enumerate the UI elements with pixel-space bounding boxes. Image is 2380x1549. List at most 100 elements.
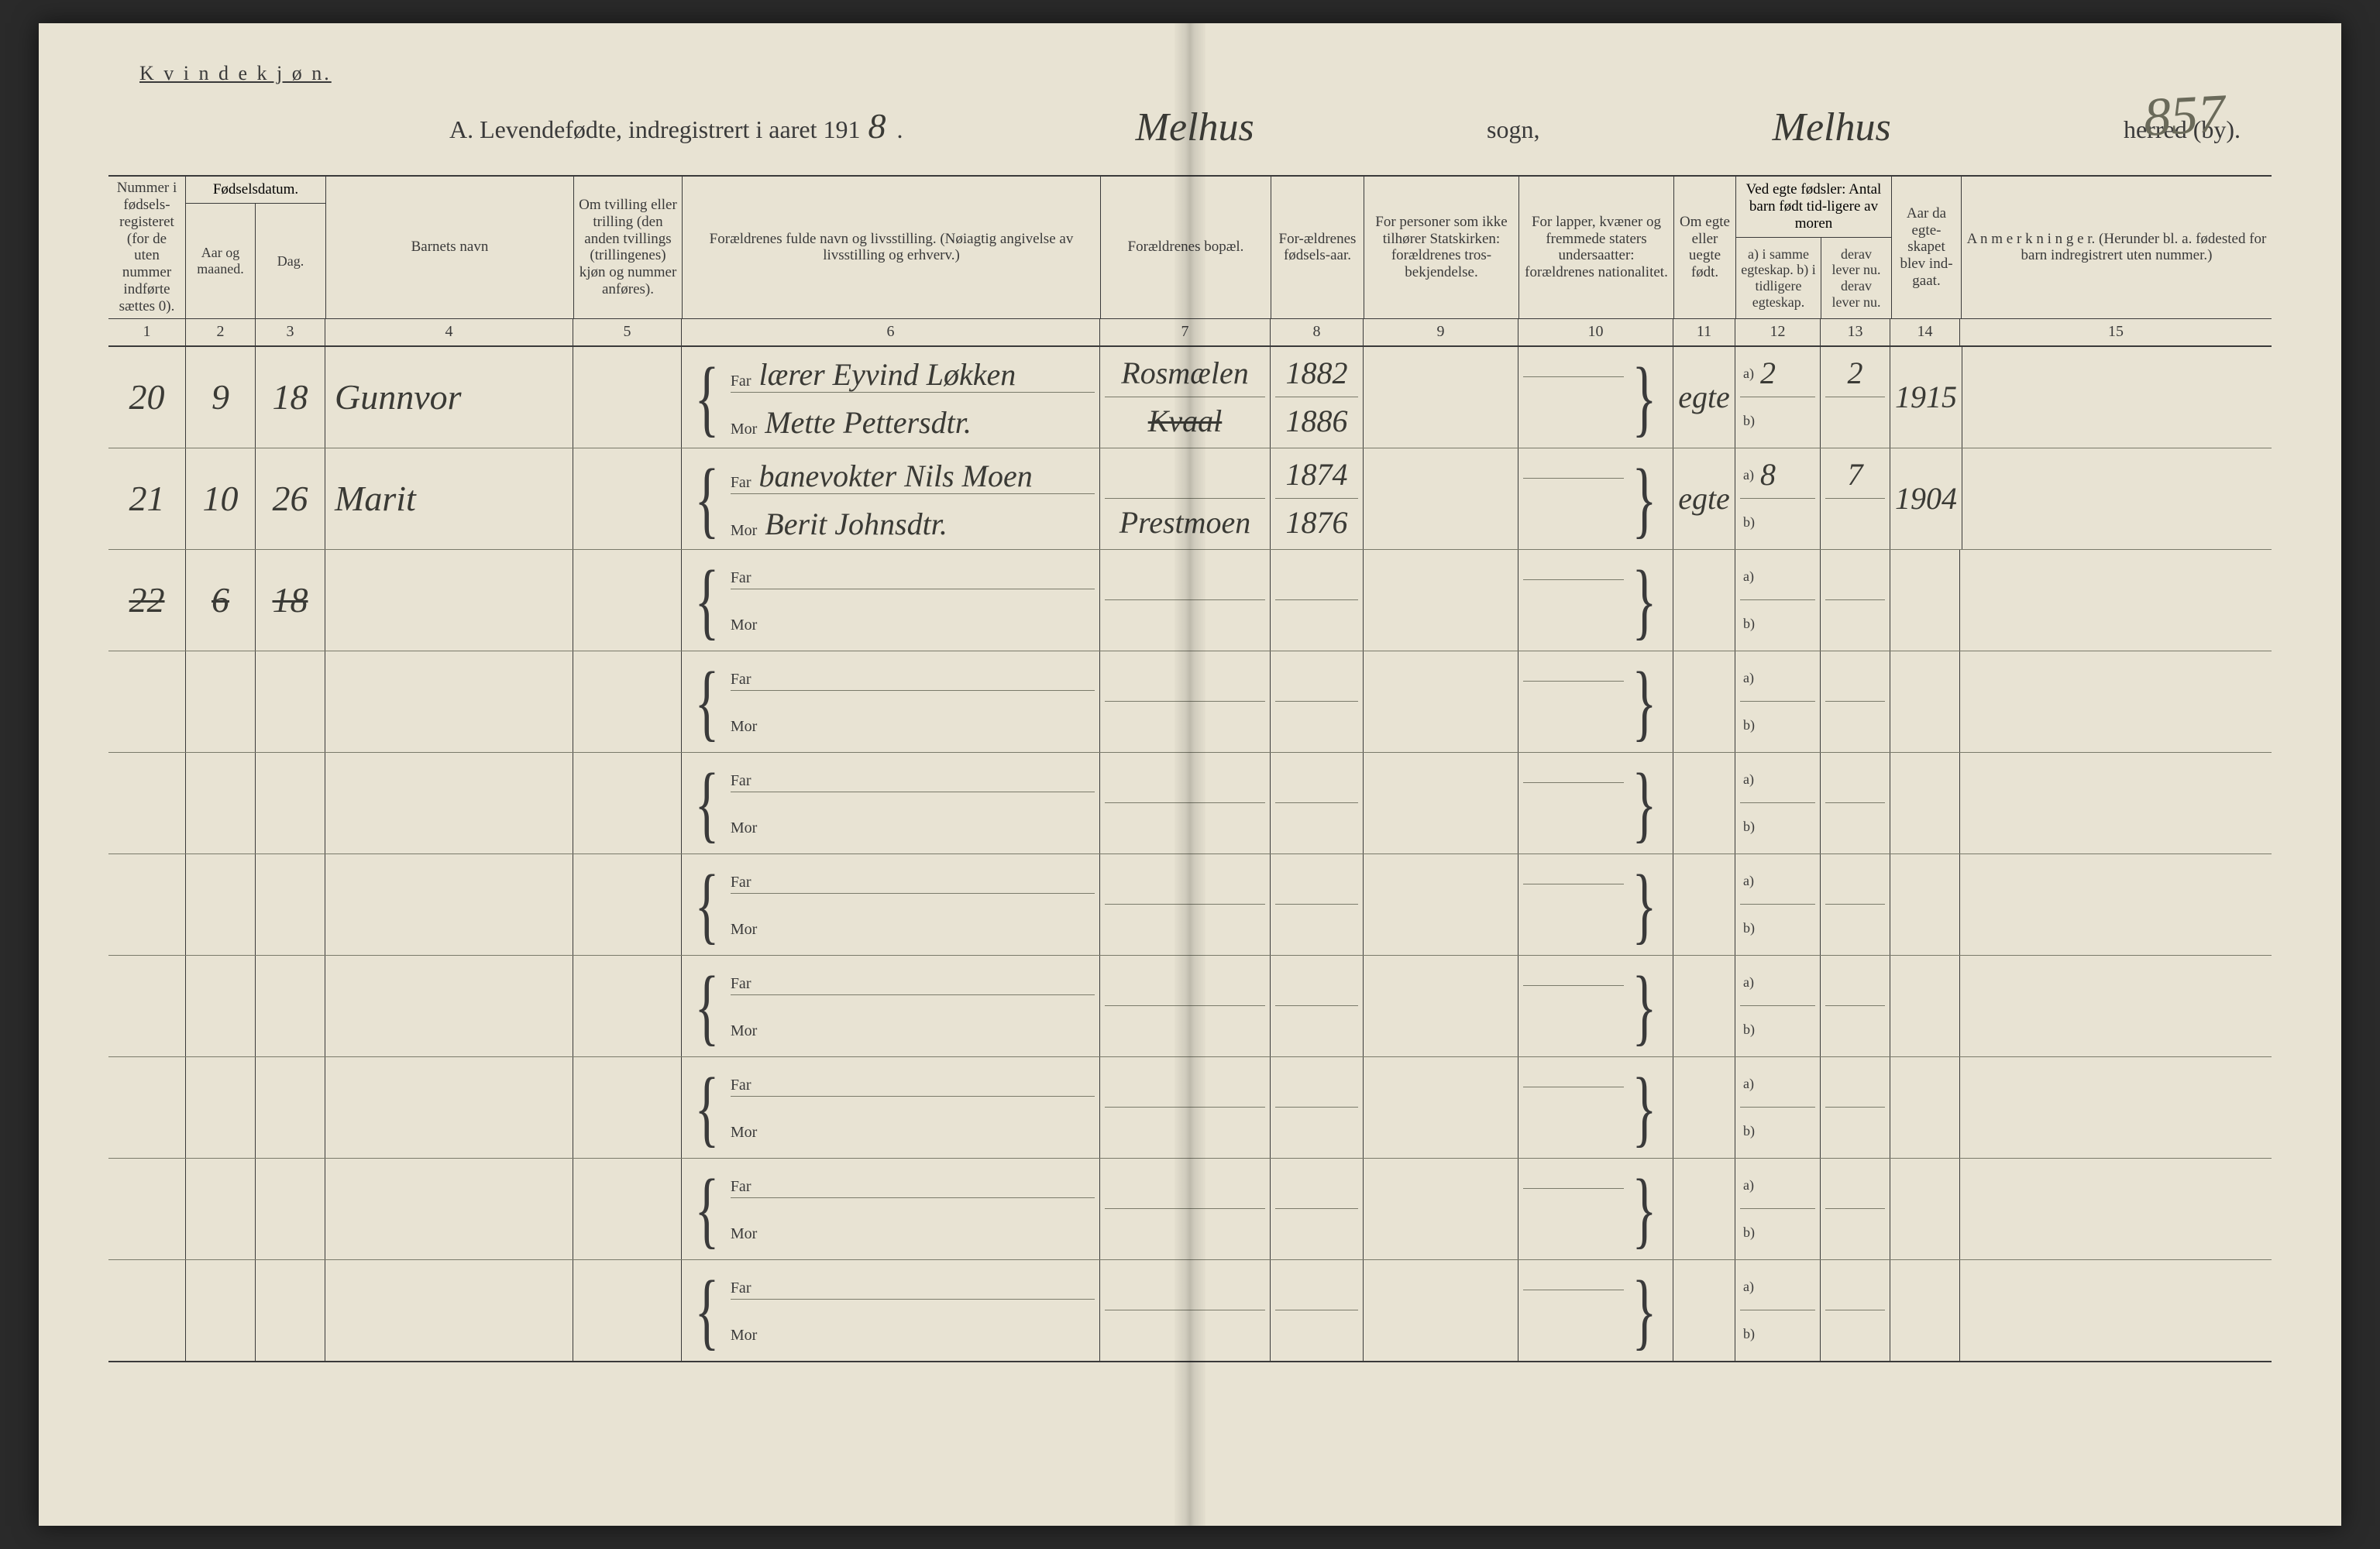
far-label: Far — [731, 474, 751, 492]
cell-antall: a)b) — [1735, 956, 1821, 1056]
cell-month — [186, 753, 256, 853]
cell-parents: {FarMor — [682, 854, 1100, 955]
cell-egte — [1673, 1159, 1735, 1259]
hdr-col-12: a) i samme egteskap. b) i tidligere egte… — [1736, 238, 1821, 318]
hdr-group-12-13: Ved egte fødsler: Antal barn født tid-li… — [1736, 177, 1892, 318]
cell-month — [186, 1159, 256, 1259]
cell-antall: a)2b) — [1735, 347, 1821, 448]
cell-aar-egte — [1890, 854, 1960, 955]
far-label: Far — [731, 569, 751, 587]
cell-lever — [1821, 651, 1890, 752]
far-label: Far — [731, 874, 751, 891]
cell-egte — [1673, 753, 1735, 853]
table-row: 211026Marit{Farbanevokter Nils MoenMorBe… — [108, 448, 2272, 550]
colnum-7: 7 — [1100, 319, 1271, 345]
cell-birthyears: 18741876 — [1271, 448, 1364, 549]
colnum-9: 9 — [1364, 319, 1518, 345]
brace-right-icon: { — [1632, 1276, 1657, 1345]
cell-parents: {FarMor — [682, 1159, 1100, 1259]
cell-aar-egte — [1890, 956, 1960, 1056]
cell-anm — [1960, 956, 2272, 1056]
cell-name — [325, 550, 573, 651]
brace-right-icon: { — [1632, 769, 1657, 837]
cell-lever: 2 — [1821, 347, 1890, 448]
cell-month: 10 — [186, 448, 256, 549]
far-label: Far — [731, 1077, 751, 1094]
cell-twin — [573, 1260, 682, 1361]
cell-name — [325, 956, 573, 1056]
cell-lever — [1821, 1057, 1890, 1158]
cell-egte — [1673, 956, 1735, 1056]
table-row: {FarMor{a)b) — [108, 1057, 2272, 1159]
cell-parents: {Farlærer Eyvind LøkkenMorMette Pettersd… — [682, 347, 1100, 448]
title-prefix: A. Levendefødte, indregistrert i aaret 1… — [449, 115, 860, 144]
hdr-group-date: Fødselsdatum. Aar og maaned. Dag. — [186, 177, 326, 318]
hdr-col-15: A n m e r k n i n g e r. (Herunder bl. a… — [1962, 177, 2272, 318]
cell-name: Gunnvor — [325, 347, 573, 448]
brace-left-icon: { — [695, 668, 720, 736]
cell-num: 21 — [108, 448, 186, 549]
colnum-14: 14 — [1890, 319, 1960, 345]
table-row: {FarMor{a)b) — [108, 956, 2272, 1057]
herred-handwritten: Melhus — [1773, 108, 1891, 148]
hdr-col-13: derav lever nu. derav lever nu. — [1821, 238, 1891, 318]
cell-num — [108, 1057, 186, 1158]
cell-egte — [1673, 550, 1735, 651]
cell-birthyears — [1271, 651, 1364, 752]
cell-month — [186, 1260, 256, 1361]
brace-left-icon: { — [695, 1276, 720, 1345]
cell-day: 18 — [256, 347, 325, 448]
table-row: 22618{FarMor{a)b) — [108, 550, 2272, 651]
cell-month: 9 — [186, 347, 256, 448]
cell-egte — [1673, 651, 1735, 752]
cell-month — [186, 956, 256, 1056]
cell-month — [186, 1057, 256, 1158]
cell-twin — [573, 651, 682, 752]
brace-left-icon: { — [695, 363, 720, 431]
cell-aar-egte — [1890, 753, 1960, 853]
cell-bosted — [1100, 550, 1271, 651]
cell-bosted — [1100, 1260, 1271, 1361]
far-label: Far — [731, 772, 751, 790]
cell-antall: a)8b) — [1735, 448, 1821, 549]
brace-left-icon: { — [695, 1073, 720, 1142]
table-row: {FarMor{a)b) — [108, 651, 2272, 753]
cell-egte: egte — [1673, 347, 1735, 448]
far-label: Far — [731, 671, 751, 689]
cell-tros — [1364, 1260, 1518, 1361]
cell-antall: a)b) — [1735, 651, 1821, 752]
cell-day — [256, 956, 325, 1056]
table-row: {FarMor{a)b) — [108, 753, 2272, 854]
cell-num — [108, 1159, 186, 1259]
cell-day: 26 — [256, 448, 325, 549]
cell-antall: a)b) — [1735, 550, 1821, 651]
sogn-blank: Melhus — [909, 112, 1481, 144]
cell-day — [256, 753, 325, 853]
mor-label: Mor — [731, 617, 757, 634]
cell-birthyears — [1271, 753, 1364, 853]
brace-right-icon: { — [1632, 972, 1657, 1040]
table-row: {FarMor{a)b) — [108, 854, 2272, 956]
cell-bosted — [1100, 753, 1271, 853]
hdr-col-6: Forældrenes fulde navn og livsstilling. … — [683, 177, 1101, 318]
cell-birthyears: 18821886 — [1271, 347, 1364, 448]
paper-sheet: K v i n d e k j ø n. A. Levendefødte, in… — [39, 23, 2341, 1526]
hdr-col-1: Nummer i fødsels-registeret (for de uten… — [108, 177, 186, 318]
cell-nasj: { — [1518, 1159, 1673, 1259]
hdr-col-7: Forældrenes bopæl. — [1101, 177, 1271, 318]
cell-num — [108, 753, 186, 853]
cell-birthyears — [1271, 1159, 1364, 1259]
cell-num — [108, 651, 186, 752]
brace-left-icon: { — [695, 972, 720, 1040]
cell-anm — [1962, 347, 2272, 448]
colnum-2: 2 — [186, 319, 256, 345]
cell-tros — [1364, 1057, 1518, 1158]
brace-left-icon: { — [695, 465, 720, 533]
cell-twin — [573, 550, 682, 651]
far-label: Far — [731, 373, 751, 390]
cell-egte — [1673, 1057, 1735, 1158]
cell-lever: 7 — [1821, 448, 1890, 549]
cell-day — [256, 1260, 325, 1361]
mor-label: Mor — [731, 1022, 757, 1040]
mor-label: Mor — [731, 1124, 757, 1142]
